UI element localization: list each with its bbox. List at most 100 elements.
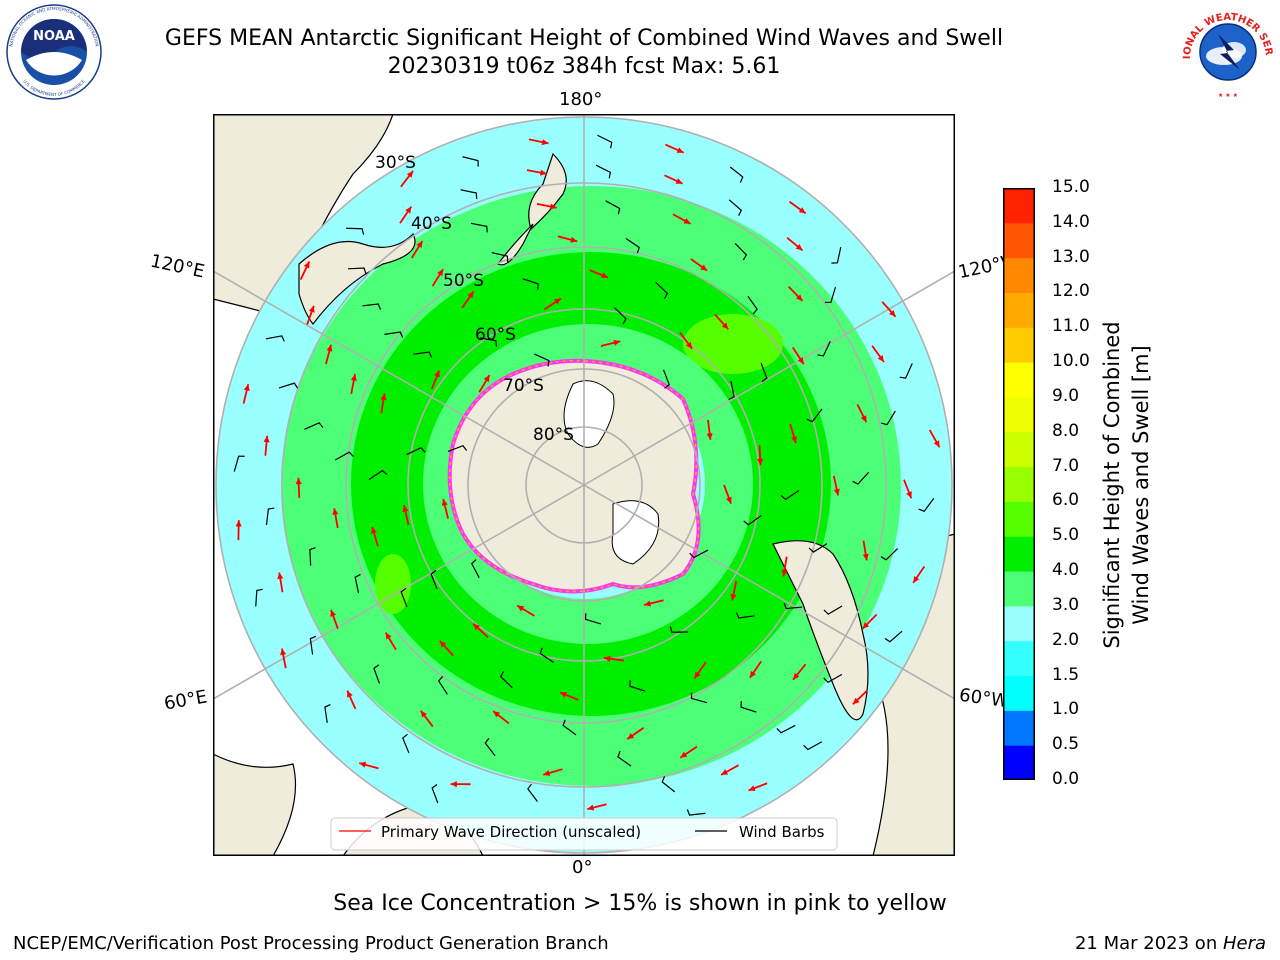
wind-barb	[740, 701, 757, 713]
wave-arrow-head	[685, 341, 693, 349]
colorbar-segment	[1003, 466, 1035, 502]
wind-barb	[728, 380, 735, 401]
wind-barb	[527, 783, 538, 802]
wave-arrow-head	[795, 294, 803, 301]
wave-arrow-head	[877, 355, 884, 362]
wave-arrow-head	[467, 291, 474, 299]
wave-arrow-head	[434, 370, 440, 378]
colorbar-tick-label: 1.0	[1052, 699, 1080, 720]
colorbar-tick-label: 6.0	[1052, 490, 1080, 511]
wind-barb	[734, 242, 748, 261]
wind-barb	[729, 166, 744, 183]
wave-arrow-head	[587, 804, 595, 811]
colorbar-segment	[1003, 327, 1035, 363]
wind-barbs	[233, 134, 935, 816]
colorbar-tick-label: 13.0	[1052, 246, 1090, 267]
colorbar-segment	[1003, 257, 1035, 293]
lon-label-0: 0°	[572, 857, 593, 878]
wave-arrow-head	[852, 697, 860, 705]
wave-arrow-head	[862, 553, 869, 561]
wind-barb	[605, 200, 621, 215]
wave-arrow-head	[277, 572, 284, 580]
wind-barb	[265, 507, 275, 525]
wave-arrow-head	[402, 505, 409, 513]
wave-arrow-head	[308, 305, 315, 313]
colorbar-tick-label: 15.0	[1052, 177, 1090, 197]
colorbar-tick-label: 14.0	[1052, 211, 1090, 232]
wave-arrow-head	[330, 609, 337, 617]
wave-arrow-head	[549, 203, 557, 210]
colorbar-tick-label: 12.0	[1052, 281, 1090, 302]
wind-barb	[661, 776, 676, 793]
wind-barb	[346, 227, 365, 235]
wind-barb	[562, 719, 577, 736]
wind-barb	[614, 307, 627, 325]
wind-barb	[324, 704, 331, 723]
wind-barb	[447, 444, 468, 453]
wind-barb	[884, 630, 903, 643]
wave-arrow-head	[675, 178, 683, 184]
wave-arrow-head	[627, 732, 635, 740]
wave-arrow-head	[781, 569, 788, 577]
wave-arrow-head	[706, 433, 713, 440]
wind-barb	[831, 247, 842, 264]
wind-barb	[690, 692, 708, 704]
wind-barb	[373, 664, 380, 684]
wind-barb	[806, 408, 823, 423]
wave-arrow-head	[730, 593, 737, 601]
wind-barb	[625, 238, 640, 254]
colorbar-tick-label: 3.0	[1052, 594, 1080, 615]
wave-arrow-head	[748, 785, 756, 792]
wave-arrow-head	[437, 269, 444, 277]
colorbar-tick-label: 8.0	[1052, 420, 1080, 441]
legend-wind-barbs: Wind Barbs	[739, 823, 825, 841]
wave-arrow-head	[862, 622, 870, 629]
wind-barb	[431, 784, 439, 804]
lat-label-70s: 70°S	[503, 376, 544, 396]
wave-arrow-head	[793, 672, 800, 680]
colorbar-segment	[1003, 501, 1035, 537]
wave-arrow-head	[543, 770, 551, 776]
wave-arrow-head	[833, 488, 840, 496]
wind-barb	[255, 588, 263, 607]
wind-barb	[479, 337, 498, 347]
wind-barb	[437, 676, 448, 695]
wind-barb	[735, 612, 755, 619]
wind-barb	[368, 469, 388, 480]
colorbar-segment	[1003, 745, 1035, 780]
wind-barb	[539, 647, 554, 663]
antarctica	[447, 358, 701, 594]
wave-arrow-head	[359, 761, 367, 768]
wind-barb	[617, 751, 632, 767]
wave-arrow-head	[601, 272, 609, 279]
wind-barb	[728, 199, 743, 216]
wave-arrow-head	[263, 435, 270, 443]
wave-arrow-head	[676, 147, 684, 153]
footer-host: Hera	[1222, 933, 1266, 954]
wind-barb	[460, 189, 478, 200]
wave-arrow-head	[473, 623, 480, 631]
colorbar-tick-label: 0.0	[1052, 769, 1080, 789]
wind-barb	[823, 673, 843, 684]
colorbar-segment	[1003, 605, 1035, 642]
wave-arrow-head	[439, 640, 447, 648]
wind-barb	[824, 286, 837, 304]
map-legend: Primary Wave Direction (unscaled) Wind B…	[330, 817, 838, 851]
wind-barb	[852, 471, 870, 485]
wave-arrow-head	[721, 322, 729, 330]
wave-arrow-head	[541, 139, 549, 146]
wind-barb	[823, 605, 843, 615]
wind-barb	[334, 451, 354, 461]
wave-arrow-head	[603, 655, 611, 662]
wind-barb	[406, 446, 426, 456]
wave-arrow-head	[350, 374, 357, 381]
wind-barb	[669, 626, 688, 633]
colorbar-segment	[1003, 431, 1035, 468]
svg-text:★ ★ ★: ★ ★ ★	[1218, 92, 1238, 99]
wind-barb	[584, 613, 602, 625]
colorbar-tick-label: 9.0	[1052, 385, 1080, 406]
wind-barb	[597, 134, 613, 149]
colorbar-segment	[1003, 710, 1035, 746]
lon-label-180: 180°	[559, 89, 603, 110]
wave-arrow-head	[326, 344, 333, 352]
